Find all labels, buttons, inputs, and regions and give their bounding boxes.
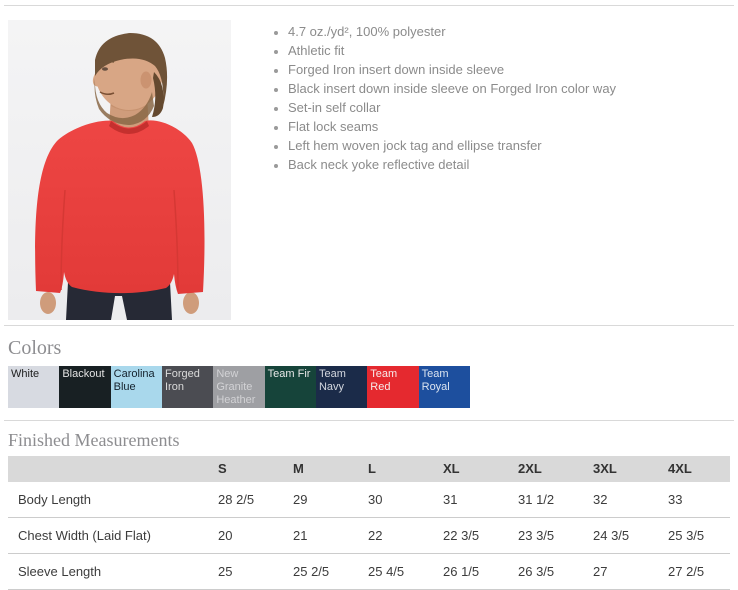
measurement-value: 25 4/5 [368,553,443,590]
measurement-value: 25 3/5 [668,517,730,555]
measurement-value: 22 3/5 [443,517,518,555]
measurement-value: 22 [368,517,443,555]
measurements-divider [4,420,734,421]
model-shirt [35,120,205,294]
measurement-value: 25 2/5 [293,553,368,590]
size-header: 3XL [593,455,668,482]
measurement-value: 25 [218,553,293,590]
color-swatch-new-granite-heather[interactable]: New Granite Heather [213,366,265,408]
measurement-value: 31 1/2 [518,481,593,519]
size-header: M [293,455,368,482]
measurement-value: 33 [668,481,730,519]
measurement-value: 20 [218,517,293,555]
measurement-value: 24 3/5 [593,517,668,555]
size-header: L [368,455,443,482]
size-header-row: S M L XL 2XL 3XL 4XL [8,455,730,482]
color-swatch-team-navy[interactable]: Team Navy [315,366,368,408]
size-header-spacer [8,455,218,482]
color-swatch-white[interactable]: White [8,366,60,408]
color-swatch-blackout[interactable]: Blackout [59,366,111,408]
size-header: 4XL [668,455,730,482]
size-header: 2XL [518,455,593,482]
measurement-label: Body Length [8,481,218,519]
product-overview-section: 4.7 oz./yd², 100% polyester Athletic fit… [0,6,738,320]
measurement-value: 27 [593,553,668,590]
size-header: S [218,455,293,482]
table-row-body-length: Body Length 28 2/5 29 30 31 31 1/2 32 33 [8,481,730,519]
color-swatch-team-red[interactable]: Team Red [367,366,419,408]
measurement-value: 27 2/5 [668,553,730,590]
table-row-sleeve-length: Sleeve Length 25 25 2/5 25 4/5 26 1/5 26… [8,553,730,590]
product-photo [8,20,231,320]
measurement-value: 23 3/5 [518,517,593,555]
colors-heading: Colors [8,337,62,359]
measurement-value: 31 [443,481,518,519]
model-head [92,33,168,125]
feature-item: Back neck yoke reflective detail [288,155,616,174]
measurement-value: 21 [293,517,368,555]
color-swatch-carolina-blue[interactable]: Carolina Blue [110,366,162,408]
measurements-table: S M L XL 2XL 3XL 4XL Body Length 28 2/5 … [8,455,730,590]
feature-item: 4.7 oz./yd², 100% polyester [288,22,616,41]
feature-item: Left hem woven jock tag and ellipse tran… [288,136,616,155]
measurement-value: 26 3/5 [518,553,593,590]
measurement-label: Sleeve Length [8,553,218,590]
measurements-heading: Finished Measurements [8,430,180,450]
measurement-label: Chest Width (Laid Flat) [8,517,218,555]
measurement-value: 26 1/5 [443,553,518,590]
feature-item: Set-in self collar [288,98,616,117]
feature-item: Flat lock seams [288,117,616,136]
color-swatch-forged-iron[interactable]: Forged Iron [161,366,214,408]
feature-item: Forged Iron insert down inside sleeve [288,60,616,79]
feature-item: Athletic fit [288,41,616,60]
model-illustration [8,20,231,320]
feature-list: 4.7 oz./yd², 100% polyester Athletic fit… [271,22,616,320]
color-swatch-team-royal[interactable]: Team Royal [418,366,470,408]
top-divider [4,5,734,6]
model-hands [40,292,199,314]
measurement-value: 30 [368,481,443,519]
measurement-value: 29 [293,481,368,519]
color-swatch-bar: White Blackout Carolina Blue Forged Iron… [8,366,470,408]
size-header: XL [443,455,518,482]
table-row-chest-width: Chest Width (Laid Flat) 20 21 22 22 3/5 … [8,517,730,555]
color-swatch-team-fir[interactable]: Team Fir [264,366,316,408]
colors-divider [4,325,734,326]
measurement-value: 32 [593,481,668,519]
feature-item: Black insert down inside sleeve on Forge… [288,79,616,98]
measurement-value: 28 2/5 [218,481,293,519]
